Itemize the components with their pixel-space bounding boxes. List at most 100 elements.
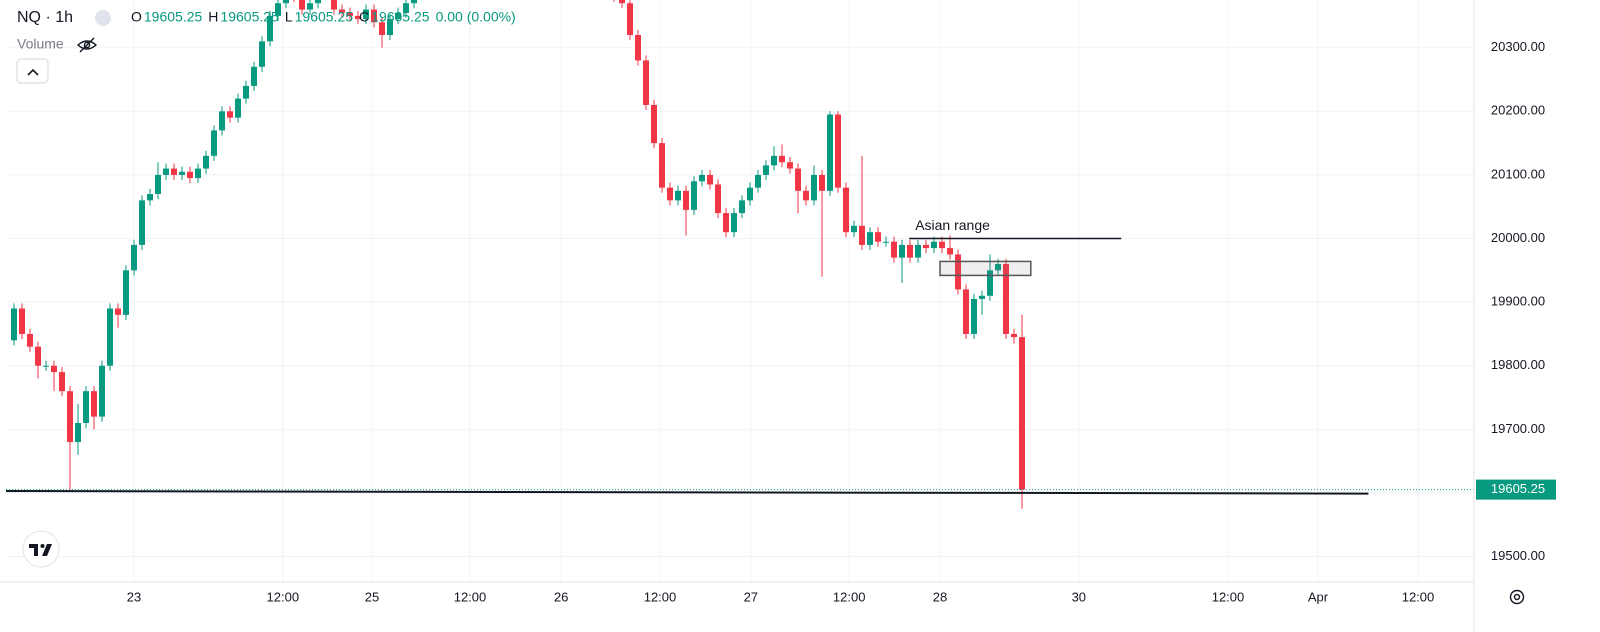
candle-body	[723, 213, 729, 233]
candle-body	[923, 244, 929, 249]
candle-body	[147, 194, 153, 201]
symbol: NQ · 1h	[17, 9, 73, 26]
candle-body	[363, 9, 369, 20]
candle-body	[715, 184, 721, 214]
ohlc-value: 19605.25	[144, 9, 203, 25]
candle-body	[643, 60, 649, 105]
ohlc-label: L	[285, 9, 293, 25]
candle-body	[619, 0, 625, 4]
logo[interactable]	[22, 530, 60, 568]
candle-body	[851, 225, 857, 233]
eye-icon[interactable]	[76, 37, 98, 53]
candle-body	[99, 365, 105, 417]
candle-body	[235, 98, 241, 118]
candle-body	[395, 12, 401, 20]
candle-body	[51, 365, 57, 373]
candle-body	[843, 187, 849, 233]
candle-body	[1003, 263, 1009, 334]
candle-body	[59, 372, 65, 392]
candle-body	[379, 22, 385, 35]
candle-body	[251, 66, 257, 86]
candle-body	[67, 391, 73, 443]
candle-body	[331, 0, 337, 10]
candle-body	[347, 12, 353, 16]
candle-body	[283, 0, 289, 4]
ohlc-label: C	[359, 9, 369, 25]
ohlc-value: 19605.25	[295, 9, 354, 25]
x-tick-label: 30	[1072, 589, 1086, 604]
candle-body	[219, 111, 225, 131]
last-price-box	[1476, 479, 1556, 500]
candle-body	[979, 295, 985, 299]
candle-body	[691, 181, 697, 210]
candle-body	[371, 9, 377, 23]
candle-body	[835, 114, 841, 188]
candle-body	[27, 333, 33, 347]
candle-body	[107, 308, 113, 366]
candle-body	[883, 241, 889, 243]
candle-body	[83, 391, 89, 423]
grid	[6, 0, 1474, 582]
candle-body	[227, 111, 233, 118]
ohlc-value: 19605.25	[371, 9, 430, 25]
y-tick-label: 19700.00	[1491, 421, 1545, 436]
candle-body	[915, 244, 921, 258]
candle-body	[403, 3, 409, 13]
settings-icon[interactable]	[1509, 589, 1525, 605]
candle-body	[963, 289, 969, 334]
candle-body	[387, 19, 393, 35]
candle-body	[907, 244, 913, 258]
x-tick-label: 12:00	[267, 589, 300, 604]
status-dot	[95, 10, 111, 26]
y-tick-label: 20000.00	[1491, 230, 1545, 245]
candle-body	[35, 346, 41, 366]
x-tick-label: 12:00	[833, 589, 866, 604]
candle-body	[635, 34, 641, 61]
ohlc-value: 19605.25	[220, 9, 279, 25]
change: 0.00 (0.00%)	[436, 9, 516, 25]
candle-body	[795, 168, 801, 191]
legend: NQ · 1h O 19605.25 H 19605.25 L 19605.25 C 19605…	[17, 9, 516, 52]
candle-body	[75, 422, 81, 443]
candle-body	[651, 104, 657, 144]
annotation-text: Asian range	[915, 217, 990, 233]
candle-body	[939, 241, 945, 249]
candle-body	[115, 308, 121, 315]
ohlc-label: H	[208, 9, 218, 25]
range-box	[939, 260, 1032, 277]
y-tick-label: 19500.00	[1491, 548, 1545, 563]
candle-body	[955, 254, 961, 290]
candle-body	[859, 225, 865, 245]
candle-body	[995, 263, 1001, 271]
candle-body	[899, 244, 905, 258]
candle-body	[747, 187, 753, 201]
candle-body	[131, 244, 137, 271]
candle-body	[891, 241, 897, 258]
candle-body	[971, 298, 977, 334]
candle-body	[211, 130, 217, 156]
plot-area: Asian range	[6, 0, 1474, 509]
candle-body	[755, 174, 761, 188]
candle-body	[155, 174, 161, 194]
collapse-button[interactable]	[16, 58, 49, 84]
candle-body	[411, 0, 417, 4]
candle-body	[787, 162, 793, 169]
x-tick-label: Apr	[1308, 589, 1329, 604]
candle-body	[827, 114, 833, 191]
y-tick-label: 20100.00	[1491, 166, 1545, 181]
candle-body	[19, 308, 25, 334]
candle-body	[867, 232, 873, 245]
volume-label: Volume	[17, 36, 64, 52]
candle-body	[11, 308, 17, 341]
candle-body	[299, 0, 305, 10]
x-tick-label: 25	[365, 589, 379, 604]
candle-body	[139, 200, 145, 245]
candle-body	[315, 0, 321, 4]
y-tick-label: 19800.00	[1491, 357, 1545, 372]
candle-body	[699, 174, 705, 182]
candle-body	[763, 165, 769, 175]
candle-body	[683, 190, 689, 210]
candle-body	[123, 270, 129, 315]
